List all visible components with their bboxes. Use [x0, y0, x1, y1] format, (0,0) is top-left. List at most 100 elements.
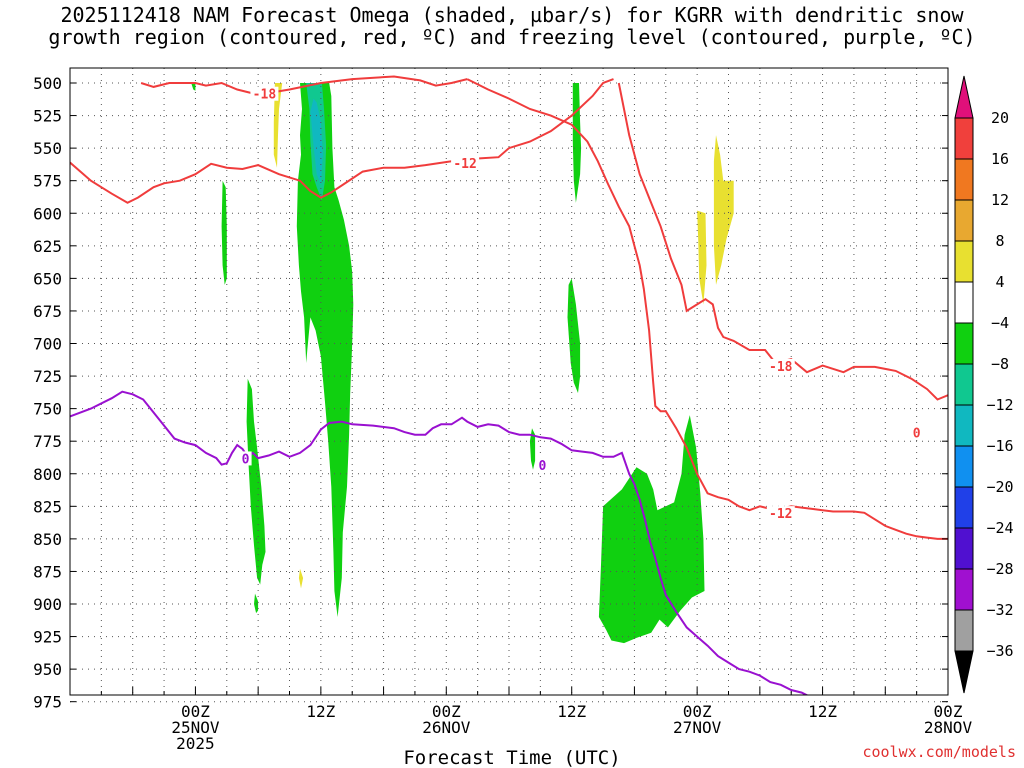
colorbar-bin [954, 240, 974, 283]
y-tick-label: 600 [33, 204, 62, 223]
omega-area-13 [713, 135, 734, 285]
x-tick-label: 2025 [176, 734, 215, 753]
colorbar-label: −36 [986, 642, 1013, 660]
freezing-label-0-bg [239, 451, 252, 466]
omega-area-11 [567, 278, 581, 393]
chart-title-line-1: 2025112418 NAM Forecast Omega (shaded, µ… [60, 3, 964, 27]
colorbar-label: −4 [991, 314, 1009, 332]
dgz-label-3: -12 [769, 507, 792, 522]
y-tick-label: 975 [33, 693, 62, 712]
y-tick-label: 650 [33, 269, 62, 288]
x-tick-label: 00Z [432, 702, 461, 721]
y-tick-label: 950 [33, 660, 62, 679]
omega-area-5 [191, 83, 196, 91]
omega-area-6 [221, 180, 227, 285]
colorbar-bin [954, 527, 974, 570]
y-tick-label: 750 [33, 400, 62, 419]
y-tick-label: 625 [33, 237, 62, 256]
dgz-label-0: -18 [253, 88, 277, 103]
colorbar-bin [954, 281, 974, 324]
y-tick-label: 550 [33, 139, 62, 158]
colorbar-bin [954, 158, 974, 201]
y-tick-label: 725 [33, 367, 62, 386]
dgz-label-1-bg [451, 155, 480, 170]
freezing-level-contour [70, 390, 809, 695]
omega-area-3 [273, 83, 283, 168]
omega-area-0 [296, 83, 354, 617]
colorbar-bin [954, 117, 974, 160]
freezing-label-0: 0 [242, 452, 250, 467]
y-tick-label: 800 [33, 465, 62, 484]
dgz-label-4-bg [910, 425, 923, 440]
omega-area-8 [254, 593, 259, 614]
dgz-label-0-bg [250, 86, 279, 101]
y-tick-label: 875 [33, 562, 62, 581]
x-tick-label: 00Z [683, 702, 712, 721]
colorbar-bin [954, 363, 974, 406]
dgz-contour-2 [466, 78, 948, 540]
y-tick-label: 500 [33, 74, 62, 93]
x-tick-label: 00Z [934, 702, 963, 721]
colorbar-label: 16 [991, 150, 1009, 168]
colorbar-label: −20 [986, 478, 1013, 496]
freezing-level-line [70, 390, 809, 695]
colorbar-bin [954, 568, 974, 611]
omega-area-9 [529, 428, 536, 470]
y-tick-label: 675 [33, 302, 62, 321]
y-axis: 500 525 550 575 600 625 650 675 700 725 750 775 800 8… [33, 74, 948, 712]
colorbar-bin [954, 322, 974, 365]
colorbar-bin [954, 404, 974, 447]
chart-title-line-2: growth region (contoured, red, ºC) and f… [48, 25, 975, 49]
y-tick-label: 900 [33, 595, 62, 614]
y-tick-label: 825 [33, 497, 62, 516]
colorbar-label: 12 [991, 191, 1009, 209]
x-tick-label: 12Z [808, 702, 837, 721]
colorbar-bin [954, 445, 974, 488]
colorbar-label: −32 [986, 601, 1013, 619]
y-tick-label: 700 [33, 335, 62, 354]
colorbar-label: 20 [991, 109, 1009, 127]
colorbar-label: 4 [995, 273, 1004, 291]
x-tick-label: 26NOV [422, 718, 471, 737]
plot-frame [69, 67, 949, 696]
colorbar-label: −12 [986, 396, 1013, 414]
x-tick-label: 12Z [306, 702, 335, 721]
colorbar-top-arrow [954, 75, 974, 119]
colorbar-bin [954, 609, 974, 652]
omega-area-14 [697, 210, 707, 305]
omega-area-2 [310, 98, 323, 185]
dgz-label-1: -12 [453, 157, 476, 172]
colorbar-label: −16 [986, 437, 1013, 455]
dgz-label-4: 0 [913, 426, 921, 441]
colorbar-label: −28 [986, 560, 1013, 578]
y-tick-label: 525 [33, 107, 62, 126]
dendritic-growth-contours [70, 75, 948, 540]
colorbar: 20 16 12 8 4 −4 −8 −12 −16 −20 −24 −28 −32 −36 [954, 75, 1014, 694]
omega-area-12 [598, 415, 705, 644]
grid-layer [70, 68, 948, 703]
credit-text: coolwx.com/models [862, 743, 1016, 761]
colorbar-label: −24 [986, 519, 1013, 537]
x-tick-label: 25NOV [171, 718, 220, 737]
x-tick-label: 28NOV [924, 718, 973, 737]
x-axis-title: Forecast Time (UTC) [403, 747, 620, 768]
freezing-label-1-bg [536, 457, 549, 472]
colorbar-label: −8 [991, 355, 1009, 373]
colorbar-bin [954, 199, 974, 242]
omega-shading-layer [191, 83, 734, 644]
dgz-contour-0 [70, 78, 614, 204]
dgz-contour-3 [617, 82, 948, 401]
y-tick-label: 925 [33, 628, 62, 647]
colorbar-bottom-arrow [954, 650, 974, 694]
freezing-label-1: 0 [539, 459, 547, 474]
colorbar-bin [954, 486, 974, 529]
dgz-label-3-bg [766, 506, 795, 521]
contour-labels: -18 -12 -18 -12 0 0 0 [239, 86, 923, 522]
y-tick-label: 575 [33, 172, 62, 191]
dgz-label-2-bg [766, 358, 795, 373]
y-tick-label: 850 [33, 530, 62, 549]
y-tick-label: 775 [33, 432, 62, 451]
x-tick-label: 00Z [181, 702, 210, 721]
omega-area-10 [572, 83, 582, 203]
